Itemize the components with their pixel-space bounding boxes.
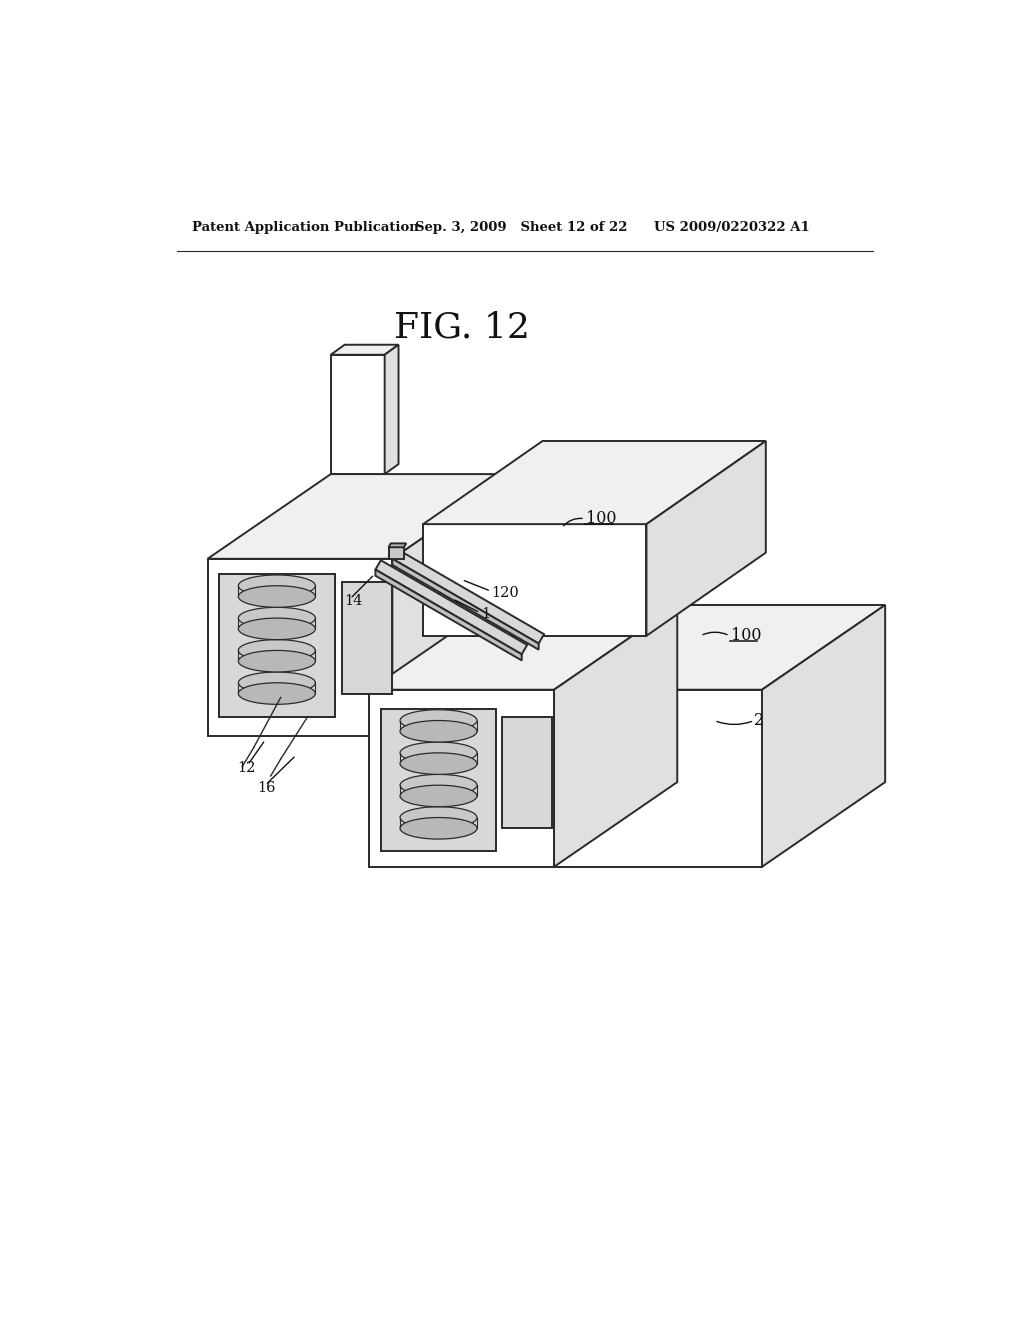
Polygon shape	[423, 441, 766, 524]
Ellipse shape	[400, 721, 477, 742]
Text: 100: 100	[731, 627, 762, 644]
Polygon shape	[381, 709, 497, 851]
Polygon shape	[342, 582, 392, 693]
Ellipse shape	[400, 752, 477, 775]
Ellipse shape	[239, 576, 315, 597]
Polygon shape	[392, 549, 544, 644]
Polygon shape	[392, 474, 515, 737]
Text: 2: 2	[755, 711, 764, 729]
Text: 120: 120	[490, 586, 519, 601]
Ellipse shape	[239, 586, 315, 607]
Polygon shape	[208, 474, 515, 558]
Text: 16: 16	[258, 781, 276, 795]
Text: US 2009/0220322 A1: US 2009/0220322 A1	[654, 222, 810, 234]
Polygon shape	[331, 355, 385, 474]
Ellipse shape	[400, 710, 477, 731]
Ellipse shape	[400, 785, 477, 807]
Text: 100: 100	[587, 511, 616, 527]
Ellipse shape	[239, 640, 315, 661]
Ellipse shape	[239, 672, 315, 693]
Polygon shape	[376, 570, 521, 660]
Polygon shape	[554, 605, 677, 867]
Ellipse shape	[239, 682, 315, 705]
Text: 1: 1	[481, 607, 490, 622]
Ellipse shape	[400, 817, 477, 840]
Polygon shape	[392, 558, 539, 649]
Polygon shape	[388, 544, 407, 548]
Polygon shape	[502, 717, 552, 829]
Text: Sep. 3, 2009   Sheet 12 of 22: Sep. 3, 2009 Sheet 12 of 22	[416, 222, 628, 234]
Ellipse shape	[400, 775, 477, 796]
Text: FIG. 12: FIG. 12	[393, 310, 529, 345]
Polygon shape	[376, 560, 527, 655]
Polygon shape	[762, 605, 885, 867]
Polygon shape	[219, 574, 335, 717]
Polygon shape	[554, 689, 762, 867]
Polygon shape	[646, 441, 766, 636]
Text: 14: 14	[344, 594, 362, 609]
Ellipse shape	[239, 651, 315, 672]
Polygon shape	[385, 345, 398, 474]
Ellipse shape	[239, 607, 315, 628]
Polygon shape	[388, 548, 403, 558]
Polygon shape	[554, 605, 885, 689]
Ellipse shape	[400, 807, 477, 829]
Text: Patent Application Publication: Patent Application Publication	[193, 222, 419, 234]
Polygon shape	[370, 689, 554, 867]
Polygon shape	[423, 524, 646, 636]
Polygon shape	[370, 605, 677, 689]
Text: 12: 12	[237, 762, 255, 775]
Polygon shape	[331, 345, 398, 355]
Ellipse shape	[239, 618, 315, 640]
Polygon shape	[208, 558, 392, 737]
Ellipse shape	[400, 742, 477, 763]
